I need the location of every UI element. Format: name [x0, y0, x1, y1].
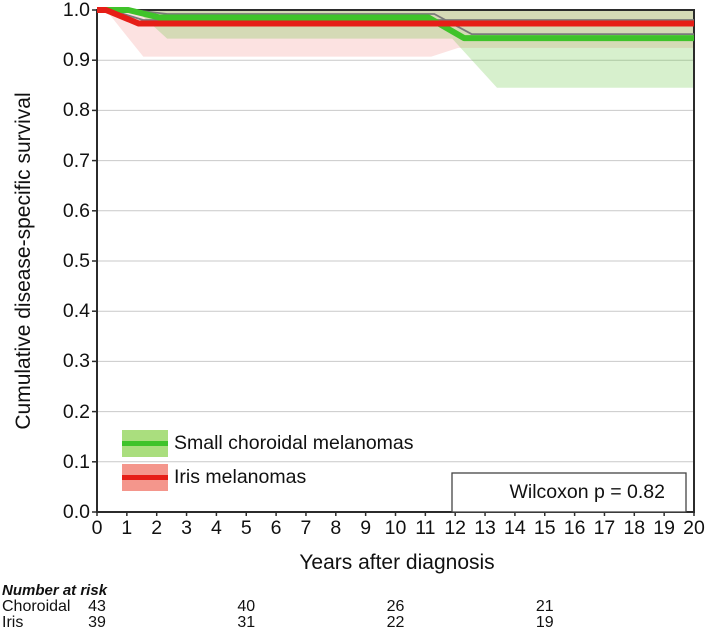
iris-legend-label: Iris melanomas	[174, 466, 307, 488]
y-tick-label: 0.7	[62, 149, 90, 172]
choroidal-legend-label: Small choroidal melanomas	[174, 432, 414, 454]
choroidal-survival-curve	[97, 7, 694, 42]
x-tick-label: 3	[181, 517, 192, 539]
y-axis-title: Cumulative disease-specific survival	[12, 92, 35, 430]
x-tick-label: 16	[563, 517, 586, 539]
risk-row-label-iris: Iris	[2, 614, 24, 631]
x-tick-label: 20	[683, 517, 705, 539]
y-tick-label: 0.3	[62, 350, 90, 373]
x-tick-label: 0	[91, 517, 103, 539]
risk-value-iris-year15: 19	[535, 614, 554, 631]
y-tick-label: 0.1	[62, 450, 90, 473]
x-tick-label: 8	[330, 517, 342, 539]
x-axis-title: Years after diagnosis	[299, 551, 495, 574]
x-tick-label: 15	[533, 517, 556, 539]
x-tick-label: 11	[415, 517, 436, 539]
iris-legend-line	[122, 475, 168, 480]
x-tick-label: 7	[300, 517, 312, 539]
y-tick-label: 0.2	[62, 400, 90, 423]
x-tick-label: 17	[593, 517, 616, 539]
risk-table-title: Number at risk	[2, 582, 108, 599]
y-tick-label: 1.0	[62, 0, 90, 21]
x-tick-label: 13	[474, 517, 496, 539]
risk-value-iris-year10: 22	[386, 614, 405, 631]
x-tick-label: 9	[360, 517, 372, 539]
choroidal-ci-band	[97, 10, 694, 88]
risk-value-choroidal-year0: 43	[88, 598, 106, 615]
pvalue-annotation: Wilcoxon p = 0.82	[509, 481, 665, 503]
choroidal-legend-swatch	[122, 430, 168, 457]
y-tick-label: 0.9	[62, 49, 90, 72]
x-tick-label: 5	[240, 517, 252, 539]
y-tick-label: 0.5	[62, 250, 90, 272]
y-tick-label: 0.0	[62, 501, 90, 523]
risk-value-iris-year0: 39	[88, 614, 106, 631]
risk-row-label-choroidal: Choroidal	[2, 598, 71, 615]
y-tick-label: 0.8	[62, 99, 90, 122]
plot-canvas	[92, 7, 695, 516]
y-tick-label: 0.4	[62, 300, 90, 323]
x-tick-label: 14	[504, 517, 526, 539]
risk-value-choroidal-year15: 21	[535, 598, 554, 615]
pvalue-box	[451, 472, 687, 513]
x-tick-label: 10	[384, 517, 407, 539]
x-tick-label: 6	[270, 517, 282, 539]
x-tick-label: 19	[653, 517, 675, 539]
risk-value-iris-year5: 31	[237, 614, 256, 631]
x-tick-label: 4	[210, 517, 222, 539]
choroidal-legend-line	[122, 441, 168, 446]
iris-legend-swatch	[122, 464, 168, 491]
x-tick-label: 1	[121, 517, 133, 539]
x-tick-label: 12	[444, 517, 467, 539]
risk-value-choroidal-year5: 40	[237, 598, 256, 615]
iris-survival-curve	[97, 7, 694, 27]
gridlines	[97, 59, 694, 463]
x-tick-label: 2	[151, 517, 163, 539]
axis-tick-marks	[92, 9, 695, 516]
risk-value-choroidal-year10: 26	[386, 598, 405, 615]
y-tick-label: 0.6	[62, 199, 90, 222]
x-tick-label: 18	[623, 517, 646, 539]
